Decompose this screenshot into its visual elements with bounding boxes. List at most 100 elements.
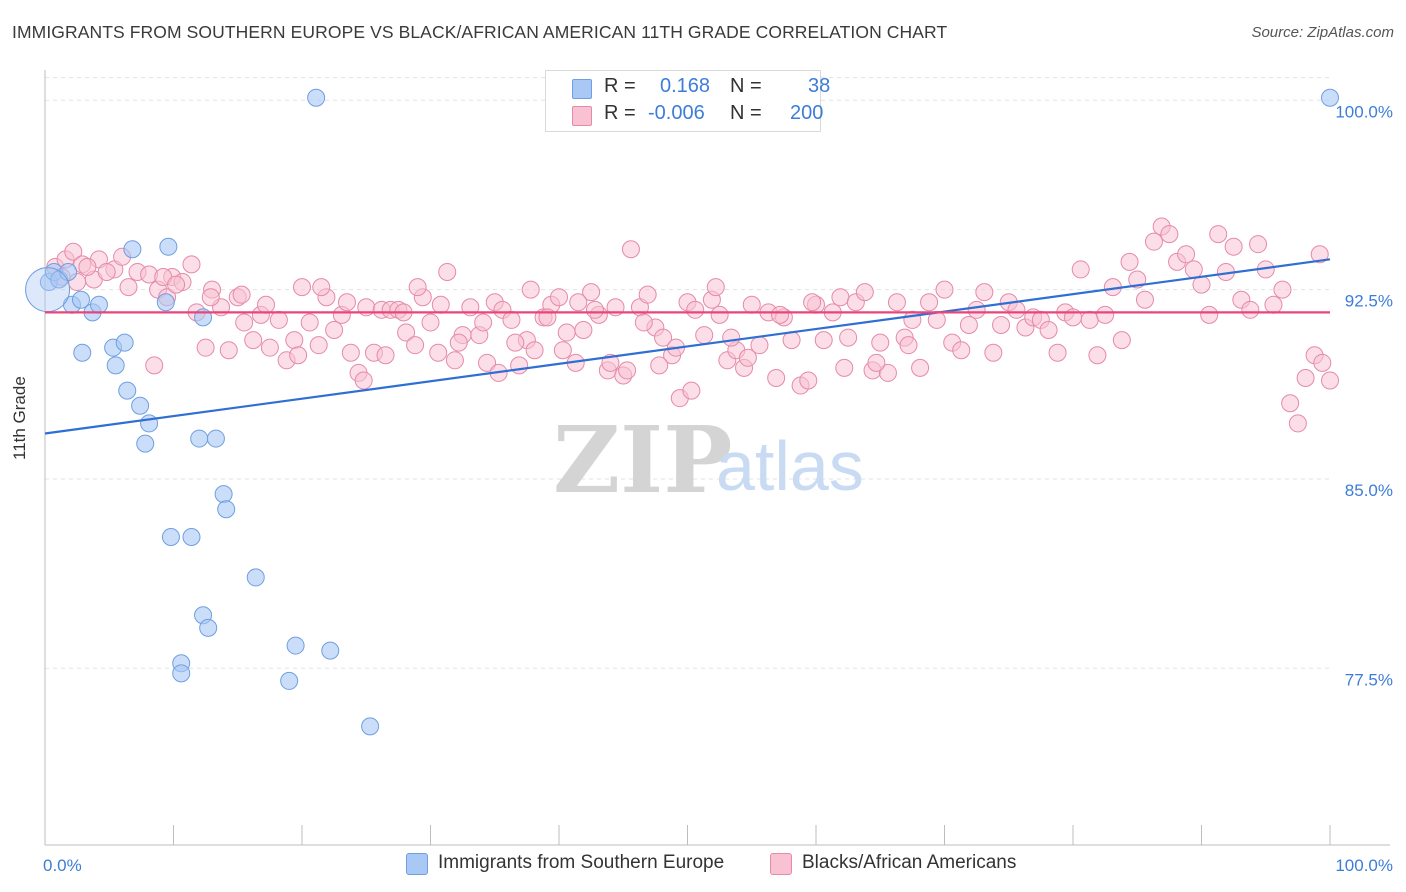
data-point-blacks bbox=[1249, 235, 1268, 254]
data-point-immigrants bbox=[159, 237, 178, 256]
data-point-blacks bbox=[1296, 368, 1315, 387]
data-point-blacks bbox=[903, 310, 922, 329]
data-point-blacks bbox=[1264, 295, 1283, 314]
series-blacks-african-americans bbox=[46, 217, 1339, 433]
data-point-immigrants bbox=[182, 528, 201, 547]
data-point-immigrants bbox=[140, 414, 159, 433]
data-point-blacks bbox=[1321, 371, 1339, 390]
data-point-immigrants bbox=[307, 88, 326, 107]
watermark-atlas: atlas bbox=[716, 427, 864, 505]
legend-n-label: N = bbox=[730, 75, 762, 97]
data-point-blacks bbox=[574, 321, 593, 340]
data-point-blacks bbox=[1007, 300, 1026, 319]
data-point-blacks bbox=[742, 295, 761, 314]
data-point-blacks bbox=[1096, 305, 1115, 324]
data-point-blacks bbox=[510, 356, 529, 375]
data-point-blacks bbox=[354, 371, 373, 390]
data-point-blacks bbox=[878, 363, 897, 382]
data-point-blacks bbox=[325, 321, 344, 340]
data-point-blacks bbox=[421, 313, 440, 332]
data-point-blacks bbox=[839, 328, 858, 347]
data-point-blacks bbox=[1273, 280, 1292, 299]
data-point-blacks bbox=[650, 356, 669, 375]
data-point-blacks bbox=[64, 242, 83, 261]
data-point-immigrants bbox=[217, 500, 236, 519]
tick-labels: 77.5% 85.0% 92.5% 100.0% 0.0% 100.0% bbox=[43, 102, 1393, 875]
legend-label: Immigrants from Southern Europe bbox=[438, 852, 725, 873]
data-point-blacks bbox=[408, 278, 427, 297]
data-point-blacks bbox=[1209, 225, 1228, 244]
data-point-immigrants bbox=[246, 568, 265, 587]
data-point-blacks bbox=[799, 371, 818, 390]
data-point-blacks bbox=[431, 295, 450, 314]
data-point-blacks bbox=[1071, 260, 1090, 279]
data-point-blacks bbox=[975, 283, 994, 302]
watermark-zip: ZIP bbox=[553, 406, 732, 514]
data-point-blacks bbox=[119, 278, 138, 297]
data-point-blacks bbox=[803, 293, 822, 312]
data-point-blacks bbox=[1184, 260, 1203, 279]
data-point-blacks bbox=[738, 348, 757, 367]
data-point-blacks bbox=[219, 341, 238, 360]
data-point-blacks bbox=[621, 240, 640, 259]
data-point-blacks bbox=[1241, 300, 1260, 319]
data-point-blacks bbox=[474, 313, 493, 332]
data-point-immigrants bbox=[131, 396, 150, 415]
data-point-blacks bbox=[445, 351, 464, 370]
data-point-blacks bbox=[145, 356, 164, 375]
data-point-blacks bbox=[1313, 353, 1332, 372]
data-point-blacks bbox=[855, 283, 874, 302]
data-point-blacks bbox=[935, 280, 954, 299]
data-point-blacks bbox=[521, 280, 540, 299]
data-point-immigrants bbox=[199, 618, 218, 637]
data-point-blacks bbox=[341, 343, 360, 362]
data-point-blacks bbox=[682, 381, 701, 400]
data-point-blacks bbox=[1288, 414, 1307, 433]
data-point-blacks bbox=[634, 313, 653, 332]
data-point-immigrants bbox=[156, 293, 175, 312]
trend-line-immigrants bbox=[44, 258, 1331, 435]
data-point-blacks bbox=[952, 341, 971, 360]
data-point-blacks bbox=[706, 278, 725, 297]
data-point-immigrants bbox=[190, 429, 209, 448]
data-point-immigrants bbox=[206, 429, 225, 448]
data-point-blacks bbox=[686, 300, 705, 319]
legend-swatch-pink bbox=[770, 853, 792, 875]
chart-title: IMMIGRANTS FROM SOUTHERN EUROPE VS BLACK… bbox=[12, 22, 948, 42]
data-point-blacks bbox=[1224, 237, 1243, 256]
data-point-blacks bbox=[167, 275, 186, 294]
data-point-blacks bbox=[582, 283, 601, 302]
data-point-blacks bbox=[899, 336, 918, 355]
data-point-blacks bbox=[1281, 394, 1300, 413]
source-label: Source: ZipAtlas.com bbox=[1251, 24, 1394, 41]
data-point-blacks bbox=[438, 262, 457, 281]
data-point-blacks bbox=[992, 315, 1011, 334]
data-point-blacks bbox=[449, 333, 468, 352]
data-point-blacks bbox=[569, 293, 588, 312]
data-point-blacks bbox=[397, 323, 416, 342]
y-tick-label: 92.5% bbox=[1345, 292, 1393, 311]
data-point-blacks bbox=[406, 336, 425, 355]
data-point-blacks bbox=[300, 313, 319, 332]
data-point-blacks bbox=[1120, 252, 1139, 271]
y-axis-label: 11th Grade bbox=[10, 376, 29, 460]
data-point-immigrants bbox=[89, 295, 108, 314]
data-point-blacks bbox=[695, 326, 714, 345]
data-point-blacks bbox=[553, 341, 572, 360]
data-point-immigrants bbox=[286, 636, 305, 655]
data-point-blacks bbox=[835, 358, 854, 377]
data-point-immigrants bbox=[361, 717, 380, 736]
data-point-blacks bbox=[289, 346, 308, 365]
data-point-blacks bbox=[618, 361, 637, 380]
data-point-blacks bbox=[1177, 245, 1196, 264]
data-point-immigrants bbox=[161, 528, 180, 547]
legend-r-value: -0.006 bbox=[648, 102, 705, 124]
x-tick-label-max: 100.0% bbox=[1335, 856, 1393, 875]
data-point-immigrants bbox=[118, 381, 137, 400]
data-point-blacks bbox=[196, 338, 215, 357]
data-point-blacks bbox=[585, 300, 604, 319]
data-point-blacks bbox=[78, 257, 97, 276]
data-point-blacks bbox=[506, 333, 525, 352]
data-point-blacks bbox=[1039, 321, 1058, 340]
data-point-blacks bbox=[911, 358, 930, 377]
